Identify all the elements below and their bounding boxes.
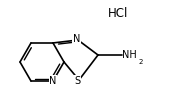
Text: 2: 2 [139, 59, 143, 65]
Text: N: N [49, 76, 57, 86]
Text: NH: NH [122, 50, 137, 60]
Text: S: S [74, 76, 80, 86]
Text: HCl: HCl [107, 7, 128, 20]
Text: N: N [73, 34, 80, 44]
